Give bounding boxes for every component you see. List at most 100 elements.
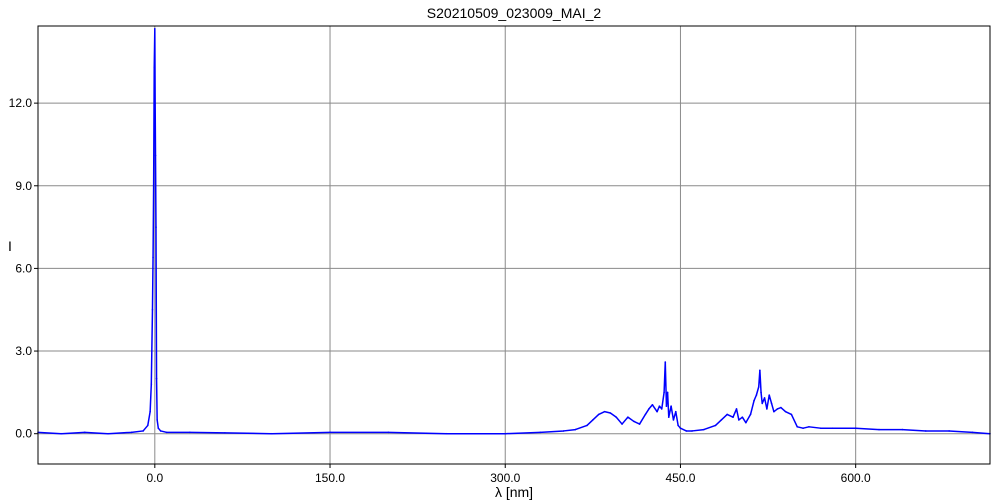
data-point	[60, 432, 63, 435]
data-point	[802, 427, 804, 429]
data-point	[854, 427, 857, 429]
data-point	[665, 405, 668, 407]
data-point	[768, 394, 771, 396]
data-point	[574, 428, 577, 431]
data-point	[329, 431, 331, 434]
data-point	[677, 424, 679, 427]
data-point	[597, 413, 600, 416]
data-point	[648, 408, 650, 410]
x-tick-label: 300.0	[490, 471, 520, 485]
data-point	[504, 432, 507, 435]
data-point	[819, 427, 822, 429]
data-point	[539, 431, 542, 434]
y-axis-label: I	[8, 238, 12, 254]
data-point	[150, 383, 153, 385]
x-tick-label: 0.0	[146, 471, 163, 485]
data-point	[755, 394, 758, 396]
data-point	[924, 430, 927, 432]
data-point	[621, 423, 623, 425]
data-point	[714, 424, 717, 427]
data-point	[831, 427, 834, 429]
data-point	[732, 416, 734, 418]
data-point	[189, 431, 191, 434]
data-point	[387, 431, 390, 434]
plot-frame	[37, 25, 991, 465]
data-point	[674, 410, 677, 413]
data-point	[663, 391, 665, 394]
data-point	[667, 416, 670, 418]
x-axis-label: λ [nm]	[495, 484, 533, 500]
y-tick-label: 12.0	[9, 96, 33, 110]
data-point	[615, 416, 618, 418]
data-point	[660, 408, 663, 410]
y-tick-label: 0.0	[15, 427, 32, 441]
data-point	[745, 421, 747, 424]
data-point	[759, 369, 761, 372]
data-point	[679, 427, 682, 429]
data-point	[586, 424, 588, 427]
data-point	[270, 432, 273, 435]
data-point	[151, 308, 154, 311]
data-point	[446, 432, 448, 435]
data-point	[691, 430, 693, 432]
data-point	[154, 154, 157, 157]
data-point	[152, 184, 155, 187]
data-point	[664, 361, 667, 363]
y-tick-label: 9.0	[15, 179, 32, 193]
data-point	[790, 413, 793, 416]
data-point	[878, 428, 880, 431]
data-point	[627, 416, 629, 418]
data-point	[157, 427, 160, 429]
data-point	[658, 405, 661, 407]
data-point	[603, 410, 606, 413]
data-point	[720, 419, 723, 421]
data-point	[159, 430, 162, 432]
y-tick-label: 3.0	[15, 344, 32, 358]
data-point	[796, 426, 799, 428]
data-point	[609, 412, 612, 414]
data-point	[165, 431, 168, 434]
data-point	[656, 410, 658, 413]
data-point	[741, 416, 744, 418]
data-point	[776, 408, 779, 410]
data-point	[780, 406, 782, 409]
data-point	[592, 419, 594, 421]
data-point	[726, 413, 728, 416]
data-point	[638, 423, 641, 425]
data-point	[770, 402, 773, 405]
data-point	[155, 226, 157, 228]
data-point	[763, 397, 766, 399]
data-point	[948, 430, 950, 432]
chart-title: S20210509_023009_MAI_2	[427, 5, 602, 21]
data-point	[766, 408, 768, 410]
data-point	[672, 419, 675, 421]
data-point	[757, 386, 760, 388]
data-point	[156, 419, 158, 421]
data-point	[130, 431, 133, 434]
data-point	[154, 27, 156, 30]
data-point	[738, 419, 740, 421]
data-point	[152, 256, 154, 259]
data-point	[149, 410, 151, 413]
data-point	[901, 428, 904, 431]
data-point	[773, 410, 775, 413]
data-point	[651, 403, 654, 406]
data-point	[749, 413, 752, 416]
data-point	[224, 432, 226, 434]
data-point	[632, 420, 635, 423]
data-point	[685, 430, 688, 432]
x-tick-label: 600.0	[841, 471, 871, 485]
data-point	[142, 430, 144, 432]
data-point	[761, 402, 764, 405]
data-point	[147, 424, 149, 427]
data-point	[155, 377, 158, 380]
data-point	[971, 431, 974, 434]
x-tick-label: 450.0	[665, 471, 695, 485]
data-point	[562, 430, 565, 432]
data-point	[83, 431, 86, 434]
data-point	[753, 399, 755, 402]
data-point	[703, 428, 705, 431]
